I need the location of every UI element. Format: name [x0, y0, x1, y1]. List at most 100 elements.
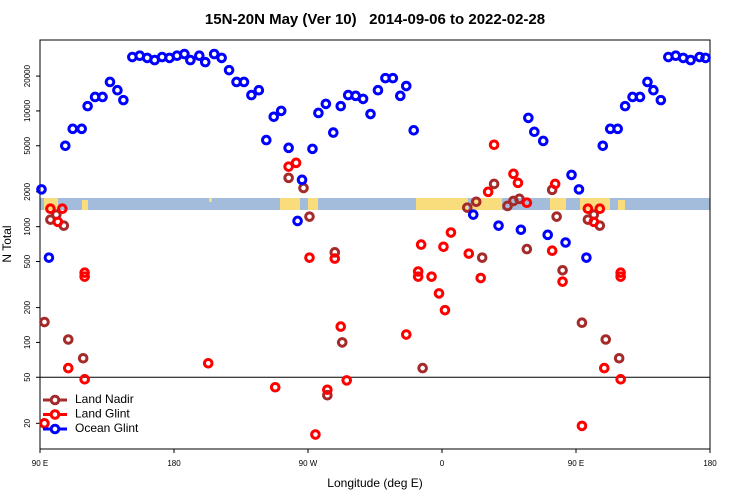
point	[223, 64, 235, 76]
y-axis-label: N Total	[0, 225, 14, 262]
point	[387, 72, 399, 84]
point	[79, 374, 90, 385]
point	[290, 157, 302, 169]
point	[529, 126, 540, 138]
point	[216, 52, 227, 64]
point	[476, 252, 488, 263]
y-tick-label: 20	[23, 418, 32, 427]
point	[615, 271, 626, 282]
point	[304, 252, 315, 263]
point	[512, 177, 524, 189]
x-tick-label: 0	[440, 459, 445, 468]
point	[445, 227, 457, 238]
point	[341, 375, 353, 386]
point	[329, 253, 341, 264]
point	[462, 202, 473, 213]
y-tick-label: 10000	[23, 99, 32, 122]
point	[179, 48, 190, 60]
point	[118, 94, 129, 106]
point	[296, 174, 308, 186]
point	[62, 362, 74, 374]
y-tick-label: 500	[23, 254, 32, 268]
point	[77, 352, 89, 364]
point	[551, 211, 562, 222]
point	[43, 252, 55, 263]
point	[467, 209, 479, 220]
point	[426, 271, 437, 282]
point	[283, 142, 294, 154]
point	[417, 362, 428, 374]
point	[322, 389, 333, 401]
plot-frame	[39, 39, 711, 450]
point	[57, 203, 68, 214]
x-tick-label: 90 E	[32, 459, 48, 468]
point	[433, 288, 445, 299]
legend-label: Land Glint	[75, 407, 130, 421]
point	[304, 211, 315, 222]
point	[52, 216, 64, 228]
point	[549, 178, 561, 190]
point	[515, 224, 527, 236]
point	[648, 84, 659, 96]
point	[613, 352, 625, 364]
point	[253, 84, 265, 96]
point	[202, 358, 214, 369]
point	[45, 203, 56, 214]
point	[619, 100, 631, 112]
point	[335, 100, 347, 112]
point	[365, 108, 376, 120]
point	[581, 252, 592, 263]
point	[546, 245, 558, 257]
point	[283, 172, 294, 184]
point	[185, 54, 196, 66]
point	[194, 50, 205, 62]
y-tick-label: 1000	[23, 217, 32, 235]
point	[488, 178, 500, 190]
point	[615, 267, 626, 279]
point	[412, 271, 424, 282]
point	[537, 135, 549, 147]
y-tick-label: 20000	[23, 64, 32, 87]
point	[463, 248, 475, 259]
point	[521, 243, 533, 255]
point	[438, 241, 449, 253]
legend-label: Ocean Glint	[75, 421, 139, 435]
point	[400, 80, 412, 92]
point	[557, 276, 568, 287]
point	[269, 381, 281, 393]
point	[268, 111, 280, 123]
point	[298, 182, 309, 194]
x-tick-label: 180	[167, 459, 181, 468]
point	[493, 220, 504, 231]
legend-marker	[49, 394, 61, 406]
point	[502, 200, 513, 212]
x-axis-label: Longitude (deg E)	[327, 476, 422, 490]
point	[275, 105, 287, 117]
point	[615, 374, 626, 385]
point	[488, 139, 500, 151]
point	[313, 107, 324, 119]
point	[415, 239, 427, 250]
point	[335, 321, 347, 332]
x-tick-label: 180	[703, 459, 717, 468]
point	[542, 229, 554, 241]
point	[76, 123, 87, 135]
point	[79, 271, 90, 282]
point	[36, 184, 47, 195]
point	[400, 329, 412, 340]
point	[62, 334, 74, 345]
point	[700, 52, 711, 64]
point	[372, 84, 384, 96]
point	[104, 76, 116, 88]
x-tick-label: 90 W	[299, 459, 318, 468]
point	[482, 186, 494, 198]
point	[597, 140, 609, 152]
point	[39, 418, 50, 429]
point	[97, 91, 108, 103]
point	[328, 127, 339, 138]
point	[600, 334, 612, 345]
point	[694, 51, 705, 63]
point	[598, 362, 610, 374]
point	[395, 90, 406, 102]
